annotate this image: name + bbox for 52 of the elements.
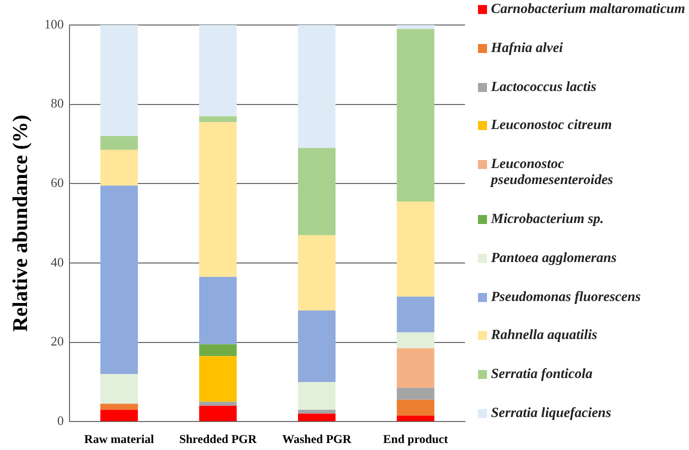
bar xyxy=(100,25,138,136)
legend-label: Microbacterium sp. xyxy=(491,212,604,228)
bar xyxy=(396,332,434,348)
bar xyxy=(298,410,336,414)
y-tick-label: 100 xyxy=(44,16,64,32)
legend-label: Serratia liquefaciens xyxy=(491,406,612,422)
bar xyxy=(298,235,336,311)
x-tick-label: Washed PGR xyxy=(282,432,352,446)
bar xyxy=(396,201,434,297)
x-tick-label: End product xyxy=(383,432,448,446)
legend-label: Rahnella aquatilis xyxy=(491,328,598,344)
x-tick-label: Shredded PGR xyxy=(179,432,257,446)
bar xyxy=(298,148,336,236)
bar xyxy=(100,186,138,374)
y-axis-title: Relative abundance (%) xyxy=(8,114,32,332)
legend-label: Lactococcus lactis xyxy=(491,80,596,96)
y-tick-label: 0 xyxy=(57,413,64,428)
bar xyxy=(199,344,237,356)
x-tick-label: Raw material xyxy=(84,432,155,446)
bar xyxy=(199,276,237,344)
bar xyxy=(298,414,336,422)
bar xyxy=(100,404,138,410)
legend-label: Carnobacterium maltaromaticum xyxy=(491,2,686,18)
bar xyxy=(199,116,237,122)
bar xyxy=(100,136,138,150)
legend-label: Hafnia alvei xyxy=(491,40,563,57)
legend-label: Leuconostoc citreum xyxy=(491,118,612,134)
bar xyxy=(298,310,336,382)
bar xyxy=(396,400,434,416)
bar xyxy=(396,28,434,202)
bar xyxy=(396,388,434,400)
legend-label: Pantoea agglomerans xyxy=(491,250,617,267)
bar xyxy=(396,25,434,29)
y-tick-label: 20 xyxy=(50,334,64,349)
legend-label: Pseudomonas fluorescens xyxy=(491,290,641,306)
bar xyxy=(298,382,336,410)
y-tick-label: 40 xyxy=(50,254,64,270)
bar xyxy=(199,122,237,277)
bar xyxy=(396,296,434,332)
bar xyxy=(199,356,237,402)
bar xyxy=(100,150,138,186)
y-tick-label: 60 xyxy=(50,175,64,190)
bar xyxy=(100,410,138,422)
bar xyxy=(100,374,138,404)
bar xyxy=(298,25,336,148)
bar xyxy=(396,416,434,422)
bar xyxy=(396,348,434,388)
bar xyxy=(199,25,237,116)
bar xyxy=(199,406,237,422)
legend-label: Serratia fonticola xyxy=(491,367,593,384)
legend-label: Leuconostoc pseudomesenteroides xyxy=(491,157,614,190)
y-tick-label: 80 xyxy=(50,96,64,111)
